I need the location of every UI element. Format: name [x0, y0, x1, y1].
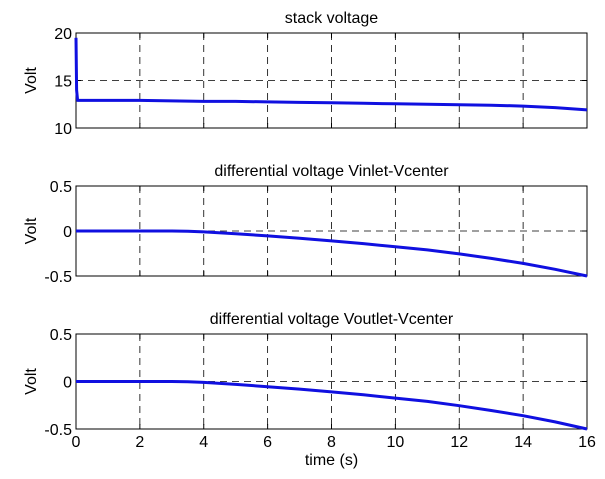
- series-line-1: [76, 380, 588, 431]
- subplot-1: 10 15 20 stack voltage Volt: [23, 10, 588, 138]
- x-tick-label: 12: [450, 434, 468, 451]
- x-tick-label: 2: [135, 434, 144, 451]
- x-tick-label: 4: [199, 434, 208, 451]
- y-axis-label: Volt: [23, 67, 40, 94]
- subplot-title: differential voltage Vinlet-Vcenter: [214, 163, 449, 180]
- y-axis-label: Volt: [23, 368, 40, 395]
- y-tick-label: 0.5: [50, 327, 72, 344]
- x-tick-label: 0: [72, 434, 81, 451]
- y-tick-label: 15: [54, 74, 72, 91]
- y-tick-label: 0: [63, 375, 72, 392]
- series-line-1: [74, 37, 588, 112]
- y-tick-label: -0.5: [44, 269, 72, 286]
- x-axis-label: time (s): [305, 452, 358, 469]
- subplot-title: stack voltage: [285, 10, 378, 27]
- y-tick-label: 20: [54, 26, 72, 43]
- x-tick-label: 10: [386, 434, 404, 451]
- series-line-1: [76, 229, 588, 278]
- y-tick-label: 0.5: [50, 179, 72, 196]
- subplot-title: differential voltage Voutlet-Vcenter: [210, 311, 454, 328]
- x-tick-label: 6: [263, 434, 272, 451]
- y-tick-label: 10: [54, 121, 72, 138]
- x-tick-label: 16: [578, 434, 596, 451]
- y-tick-label: -0.5: [44, 422, 72, 439]
- x-tick-label: 8: [327, 434, 336, 451]
- y-tick-label: 0: [63, 224, 72, 241]
- subplot-2: -0.5 0 0.5 differential voltage Vinlet-Vcen…: [23, 163, 588, 286]
- y-axis-label: Volt: [23, 217, 40, 244]
- x-tick-label: 14: [514, 434, 532, 451]
